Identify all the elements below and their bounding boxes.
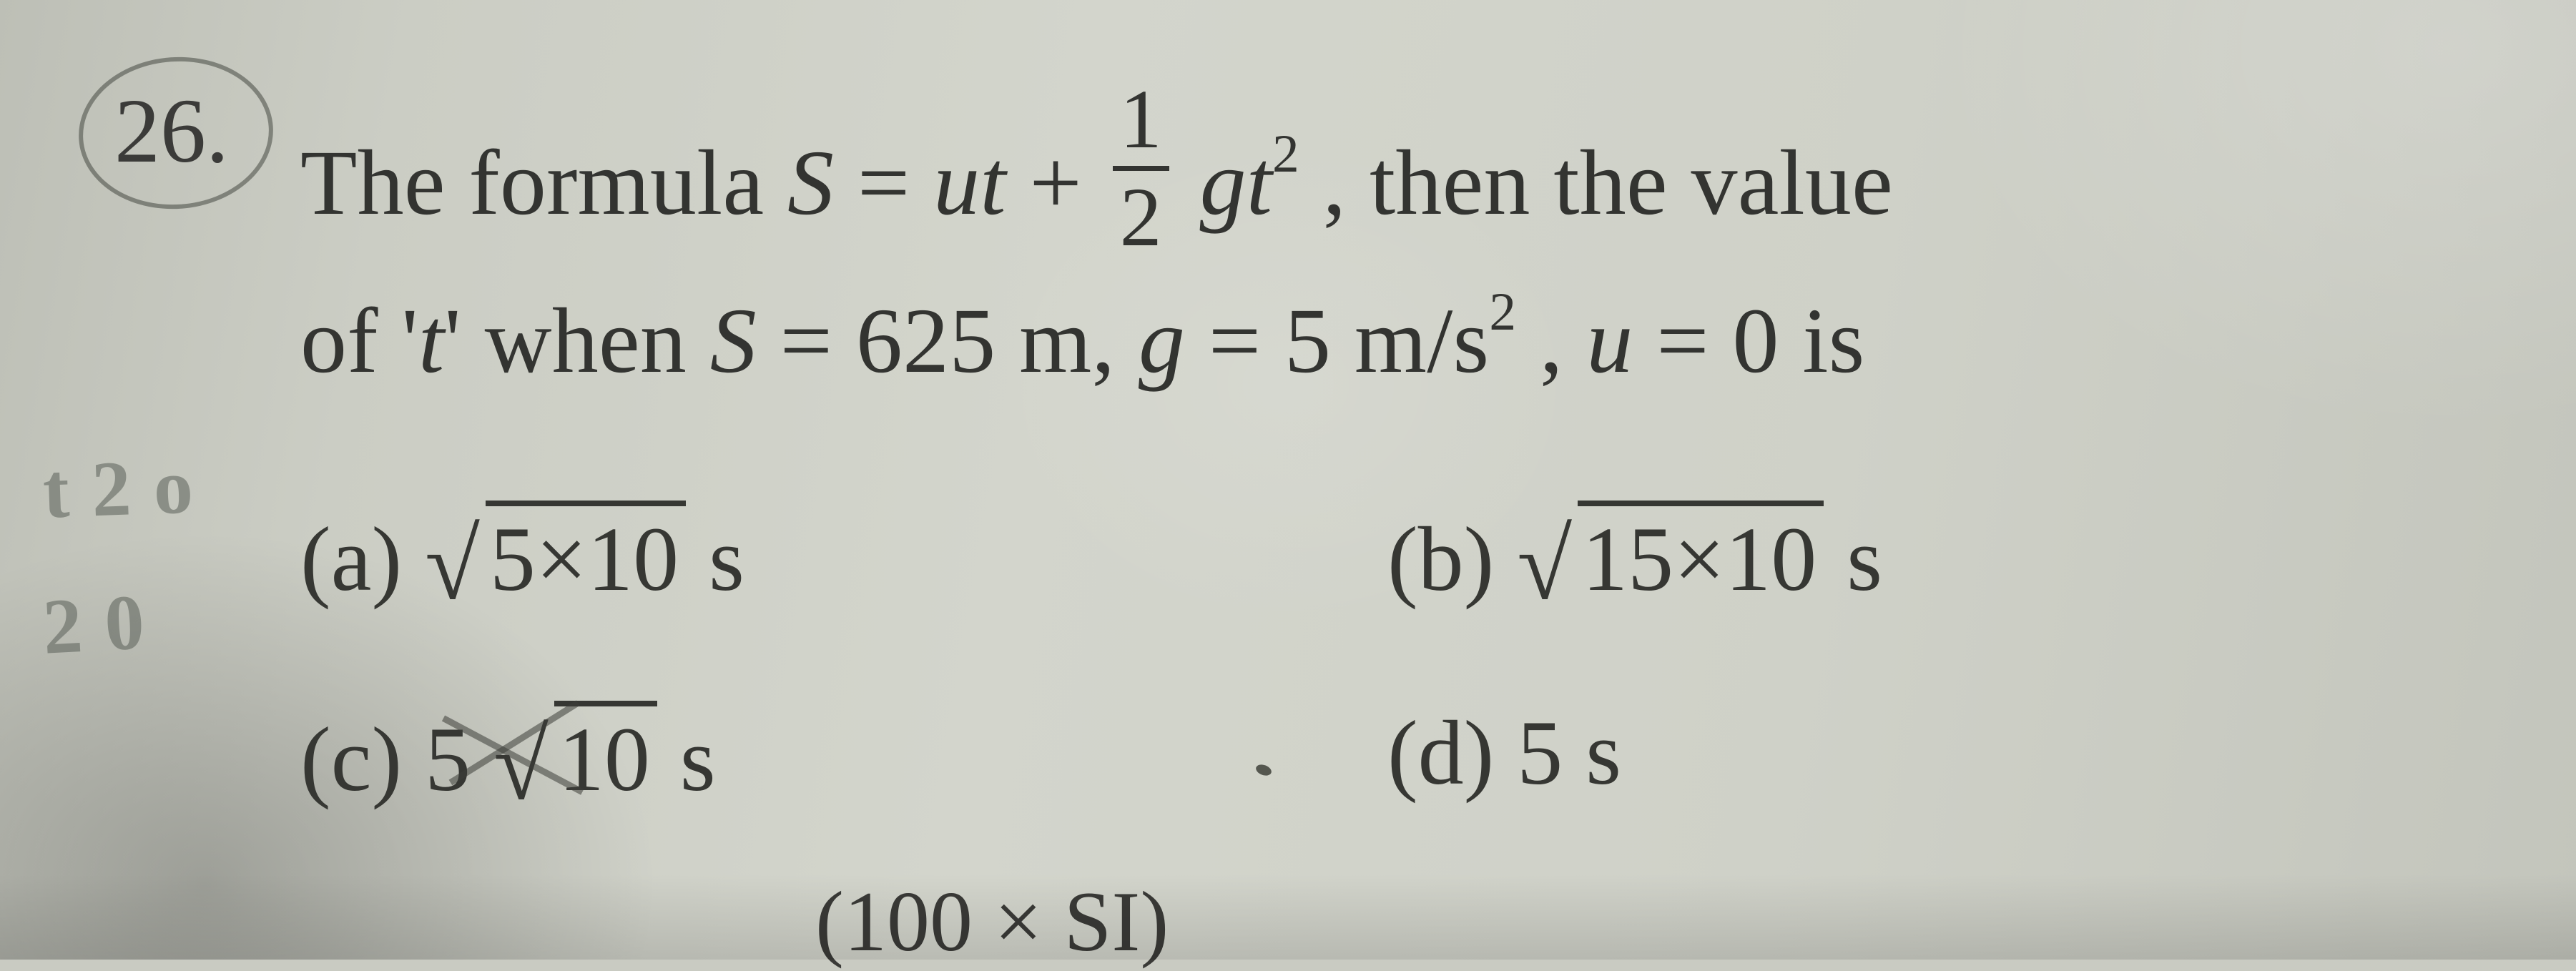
- exp-2: 2: [1489, 282, 1516, 342]
- radical-icon: √ 15×10: [1517, 501, 1824, 612]
- option-b: (b) √ 15×10 s: [1387, 501, 1882, 612]
- var-g: g: [1200, 132, 1247, 235]
- text: = 625 m,: [780, 290, 1139, 393]
- question-number: 26.: [114, 79, 229, 184]
- denominator: 2: [1110, 171, 1172, 260]
- radicand: 10: [554, 701, 657, 805]
- radicand: 5×10: [486, 501, 686, 605]
- question-line-1: The formula S = ut + 1 2 gt2 , then the …: [300, 77, 1893, 260]
- text: , then the value: [1323, 132, 1893, 235]
- option-d-text: 5 s: [1517, 702, 1621, 804]
- unit: s: [1847, 508, 1882, 610]
- bottom-shadow: [0, 874, 2576, 960]
- radical-icon: √ 5×10: [425, 501, 686, 612]
- option-d: (d) 5 s: [1387, 701, 1621, 806]
- pencil-annotation-2: 2 0: [41, 576, 148, 672]
- unit: s: [680, 709, 716, 810]
- option-a: (a) √ 5×10 s: [300, 501, 744, 612]
- var-t: t: [1247, 132, 1272, 235]
- option-d-label: (d): [1387, 702, 1517, 804]
- fraction-half: 1 2: [1110, 77, 1172, 260]
- option-b-label: (b): [1387, 508, 1517, 610]
- exp-2: 2: [1272, 124, 1299, 184]
- var-u: u: [1586, 290, 1633, 393]
- var-s: S: [710, 290, 757, 393]
- radicand: 15×10: [1578, 501, 1824, 605]
- partial-next-line: (100 × SI): [815, 872, 1169, 971]
- text: = 0 is: [1656, 290, 1864, 393]
- var-ut: ut: [933, 132, 1006, 235]
- unit: s: [709, 508, 744, 610]
- numerator: 1: [1110, 77, 1172, 166]
- option-a-label: (a): [300, 508, 425, 610]
- eq: =: [857, 132, 933, 235]
- text: of ': [300, 290, 418, 393]
- text: = 5 m/s: [1209, 290, 1490, 393]
- text: ' when: [444, 290, 709, 393]
- text: The formula: [300, 132, 787, 235]
- dot-icon: [1254, 763, 1273, 778]
- question-line-2: of 't' when S = 625 m, g = 5 m/s2 , u = …: [300, 287, 1865, 395]
- plus: +: [1029, 132, 1105, 235]
- option-c-label: (c): [300, 709, 425, 810]
- text: ,: [1540, 290, 1586, 393]
- page: 26. The formula S = ut + 1 2 gt2 , then …: [0, 0, 2576, 960]
- var-s: S: [787, 132, 834, 235]
- pencil-annotation-1: t 2 o: [41, 440, 196, 536]
- var-g: g: [1139, 290, 1185, 393]
- var-t: t: [418, 290, 444, 393]
